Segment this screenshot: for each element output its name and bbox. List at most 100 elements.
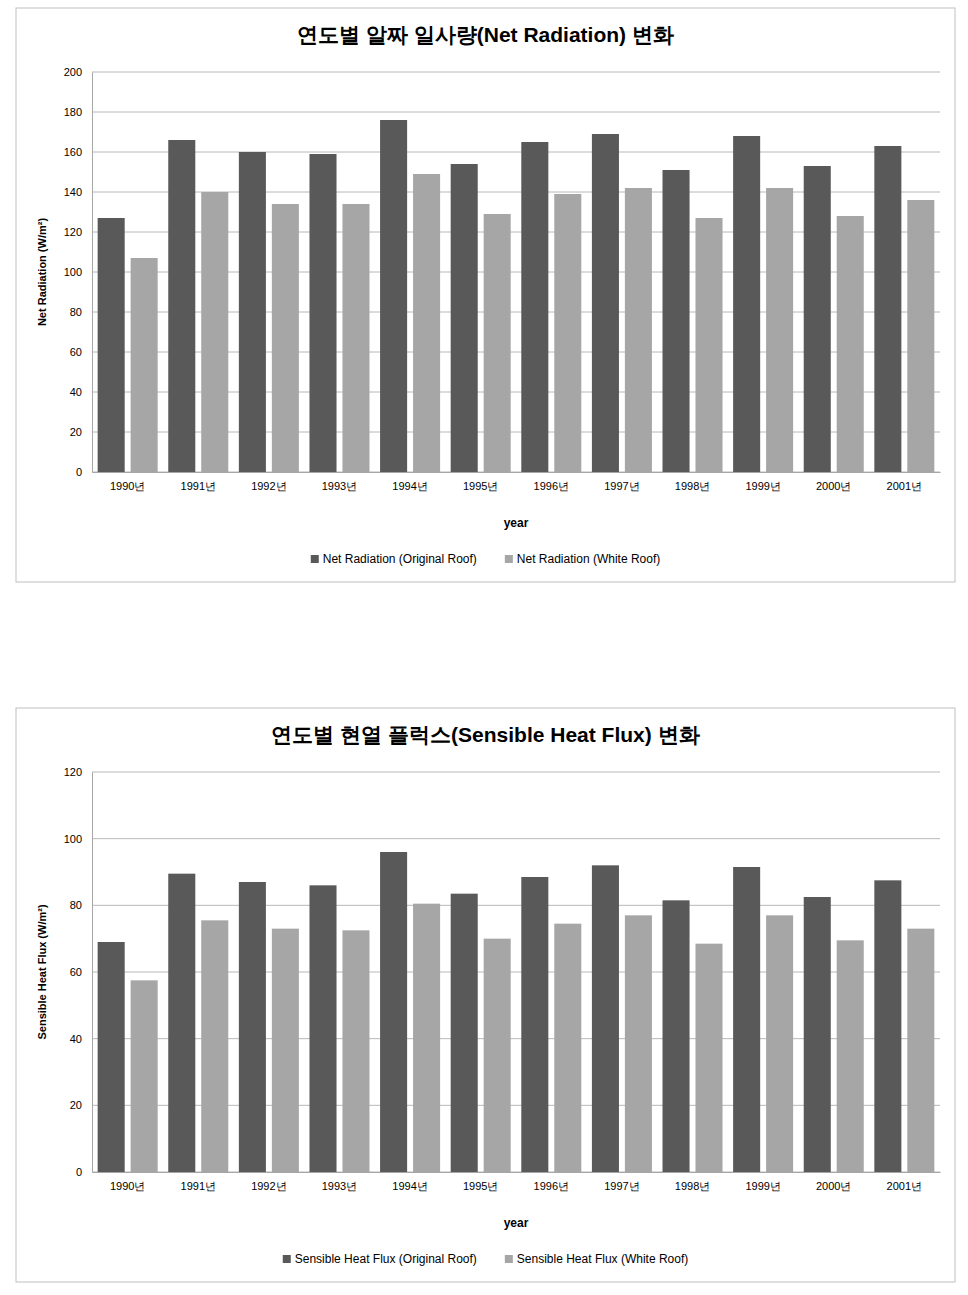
bar — [272, 204, 299, 472]
tick-label: 140 — [64, 186, 82, 198]
tick: 1998년 — [675, 480, 710, 492]
tick: 1991년 — [181, 1180, 216, 1192]
tick-label: 20 — [70, 426, 82, 438]
bar — [695, 218, 722, 472]
bars — [98, 120, 935, 472]
tick-label: 20 — [70, 1099, 82, 1111]
tick: 1995년 — [463, 480, 498, 492]
tick: 2000년 — [816, 480, 851, 492]
bar — [342, 930, 369, 1172]
tick-label: 80 — [70, 899, 82, 911]
chart-frame — [16, 708, 955, 1282]
bar — [380, 120, 407, 472]
bar — [131, 258, 158, 472]
tick: 1992년 — [251, 1180, 286, 1192]
tick-label: 1990년 — [110, 1180, 145, 1192]
bar — [239, 152, 266, 472]
tick: 1997년 — [604, 480, 639, 492]
legend-label: Sensible Heat Flux (White Roof) — [517, 1252, 688, 1266]
bar — [695, 944, 722, 1172]
tick-label: 120 — [64, 226, 82, 238]
legend-item: Net Radiation (Original Roof) — [311, 552, 477, 566]
tick-label: 40 — [70, 386, 82, 398]
tick: 60 — [70, 966, 92, 978]
tick: 2000년 — [816, 1180, 851, 1192]
tick: 100 — [64, 266, 92, 278]
legend-label: Sensible Heat Flux (Original Roof) — [295, 1252, 477, 1266]
tick-label: 100 — [64, 833, 82, 845]
tick: 140 — [64, 186, 92, 198]
bar — [837, 940, 864, 1172]
tick: 120 — [64, 766, 92, 778]
tick: 1996년 — [534, 480, 569, 492]
bar — [413, 904, 440, 1172]
legend-item: Net Radiation (White Roof) — [505, 552, 660, 566]
axis-line — [92, 73, 93, 473]
chart-title: 연도별 알짜 일사량(Net Radiation) 변화 — [297, 23, 674, 46]
tick-label: 0 — [76, 466, 82, 478]
bars — [98, 852, 935, 1172]
chart-title: 연도별 현열 플럭스(Sensible Heat Flux) 변화 — [271, 723, 699, 746]
tick: 100 — [64, 833, 92, 845]
tick: 1990년 — [110, 1180, 145, 1192]
y-axis: 020406080100120 — [64, 766, 93, 1178]
bar — [625, 188, 652, 472]
tick-label: 1991년 — [181, 480, 216, 492]
tick: 1999년 — [745, 1180, 780, 1192]
tick-label: 1995년 — [463, 480, 498, 492]
tick: 1999년 — [745, 480, 780, 492]
tick-label: 2000년 — [816, 480, 851, 492]
tick: 0 — [76, 466, 92, 478]
bar — [554, 194, 581, 472]
grid-line — [92, 772, 940, 773]
bar — [168, 874, 195, 1172]
bar — [98, 942, 125, 1172]
bar — [837, 216, 864, 472]
tick-label: 1991년 — [181, 1180, 216, 1192]
tick-label: 1995년 — [463, 1180, 498, 1192]
bar — [309, 885, 336, 1172]
axis-line — [93, 1172, 941, 1173]
tick: 1994년 — [392, 480, 427, 492]
legend-item: Sensible Heat Flux (White Roof) — [505, 1252, 688, 1266]
bar — [201, 192, 228, 472]
tick-label: 2001년 — [887, 1180, 922, 1192]
tick: 2001년 — [887, 480, 922, 492]
tick-label: 1998년 — [675, 480, 710, 492]
bar — [766, 188, 793, 472]
tick: 20 — [70, 426, 92, 438]
tick: 1991년 — [181, 480, 216, 492]
bar — [413, 174, 440, 472]
tick: 1992년 — [251, 480, 286, 492]
legend: Net Radiation (Original Roof) Net Radiati… — [311, 552, 660, 566]
tick-label: 1997년 — [604, 1180, 639, 1192]
tick-label: 1999년 — [745, 1180, 780, 1192]
tick: 1993년 — [322, 480, 357, 492]
legend-label: Net Radiation (White Roof) — [517, 552, 660, 566]
bar — [804, 897, 831, 1172]
legend-swatch — [283, 1255, 291, 1263]
tick-label: 1997년 — [604, 480, 639, 492]
grid — [92, 772, 940, 1172]
bar — [239, 882, 266, 1172]
y-axis-title: Net Radiation (W/m²) — [36, 218, 48, 326]
tick-label: 1992년 — [251, 480, 286, 492]
grid-line — [92, 152, 940, 153]
bar — [766, 915, 793, 1172]
bar — [907, 200, 934, 472]
bar — [625, 915, 652, 1172]
chart-frame — [16, 8, 955, 582]
chart: 0204060801001201990년1991년1992년1993년1994년… — [16, 708, 955, 1282]
y-axis-title: Sensible Heat Flux (W/m²) — [36, 904, 48, 1039]
tick: 120 — [64, 226, 92, 238]
legend-label: Net Radiation (Original Roof) — [323, 552, 477, 566]
tick: 1994년 — [392, 1180, 427, 1192]
tick-label: 60 — [70, 966, 82, 978]
tick-label: 1994년 — [392, 480, 427, 492]
bar — [874, 880, 901, 1172]
x-axis: 1990년1991년1992년1993년1994년1995년1996년1997년… — [93, 473, 941, 492]
tick: 2001년 — [887, 1180, 922, 1192]
tick-label: 1998년 — [675, 1180, 710, 1192]
bar — [663, 170, 690, 472]
tick-label: 0 — [76, 1166, 82, 1178]
